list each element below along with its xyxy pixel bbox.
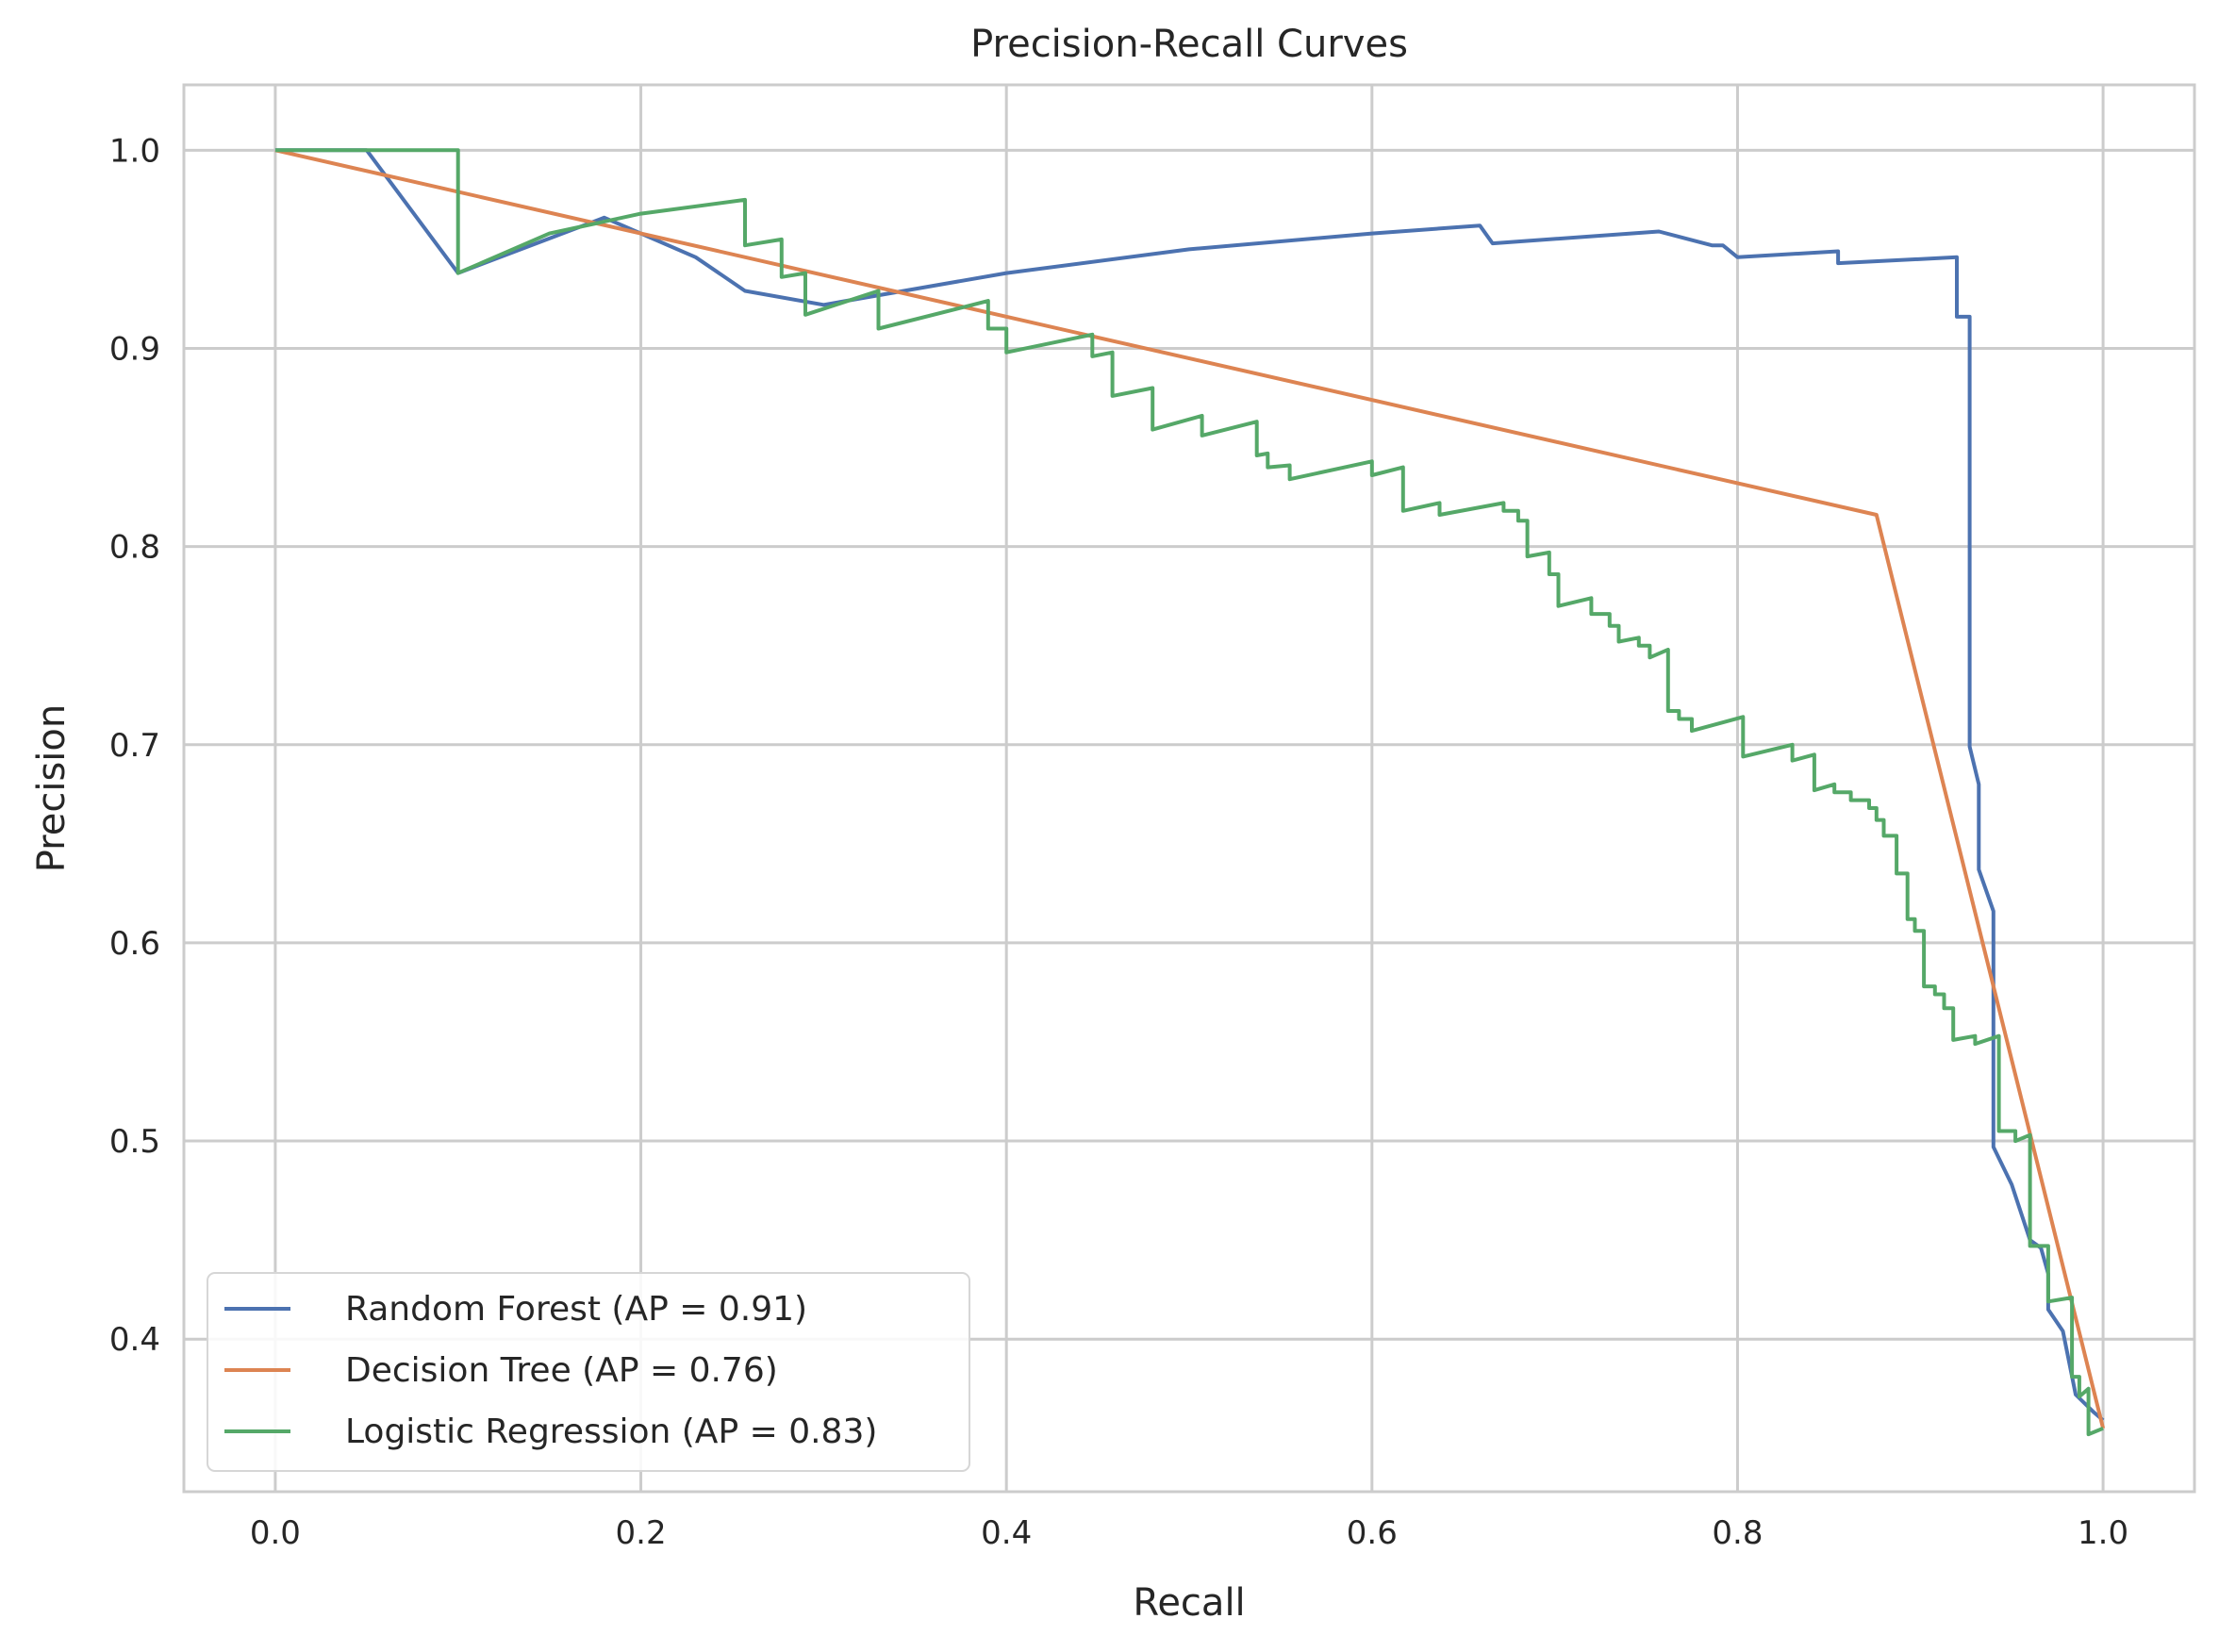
plot-frame bbox=[182, 83, 2196, 1494]
y-tick-label: 0.7 bbox=[109, 727, 160, 765]
legend-label-1: Decision Tree (AP = 0.76) bbox=[345, 1351, 778, 1390]
chart-title: Precision-Recall Curves bbox=[970, 23, 1408, 66]
legend-label-2: Logistic Regression (AP = 0.83) bbox=[345, 1412, 877, 1451]
series-line-0 bbox=[274, 148, 2105, 1422]
y-tick-label: 0.6 bbox=[109, 925, 160, 963]
x-tick-label: 1.0 bbox=[2078, 1514, 2128, 1552]
x-axis-label: Recall bbox=[1133, 1581, 1245, 1625]
y-tick-label: 0.8 bbox=[109, 529, 160, 567]
legend-box bbox=[207, 1272, 970, 1472]
x-tick-label: 0.4 bbox=[981, 1514, 1032, 1552]
y-tick-label: 1.0 bbox=[109, 132, 160, 170]
grid bbox=[184, 85, 2194, 1492]
legend-label-0: Random Forest (AP = 0.91) bbox=[345, 1290, 807, 1329]
series-layer bbox=[274, 148, 2106, 1437]
tick-labels: 0.0 0.2 0.4 0.6 0.8 1.0 0.4 0.5 0.6 0.7 0.8 0.9 1.0 bbox=[109, 132, 2128, 1552]
y-tick-label: 0.9 bbox=[109, 330, 160, 368]
y-tick-label: 0.4 bbox=[109, 1321, 160, 1359]
y-tick-label: 0.5 bbox=[109, 1123, 160, 1161]
series-line-1 bbox=[274, 148, 2106, 1429]
x-tick-label: 0.2 bbox=[616, 1514, 667, 1552]
x-tick-label: 0.8 bbox=[1712, 1514, 1763, 1552]
legend: Random Forest (AP = 0.91) Decision Tree (… bbox=[207, 1272, 970, 1472]
x-tick-label: 0.0 bbox=[250, 1514, 301, 1552]
series-line-2 bbox=[274, 148, 2104, 1437]
x-tick-label: 0.6 bbox=[1347, 1514, 1398, 1552]
y-axis-label: Precision bbox=[30, 704, 74, 872]
